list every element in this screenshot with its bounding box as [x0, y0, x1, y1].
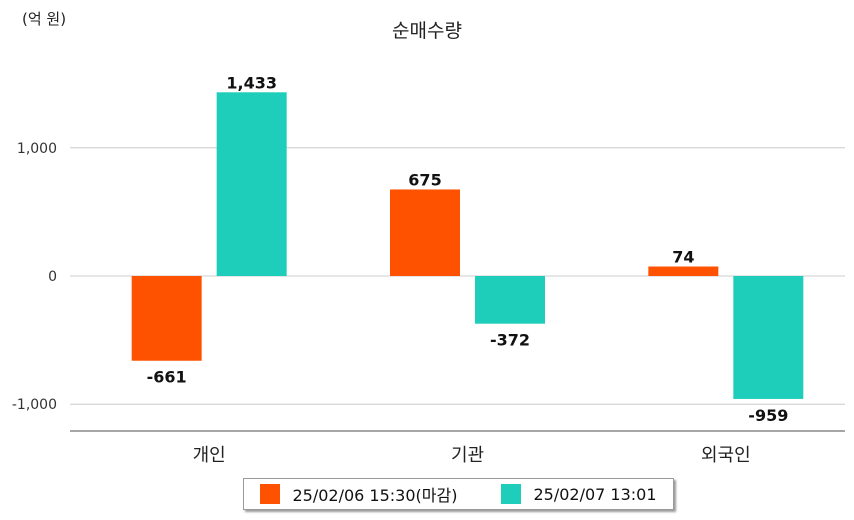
- legend-item-series-1[interactable]: 25/02/06 15:30(마감): [260, 482, 457, 506]
- data-label: 1,433: [226, 73, 277, 92]
- legend: 25/02/06 15:30(마감) 25/02/07 13:01: [243, 478, 674, 510]
- legend-label-series-2: 25/02/07 13:01: [533, 484, 657, 504]
- x-category-label: 개인: [193, 445, 226, 466]
- y-unit-label: (억 원): [22, 10, 67, 28]
- x-category-label: 외국인: [701, 445, 751, 466]
- data-label: -372: [490, 331, 530, 350]
- data-label: 675: [408, 170, 441, 189]
- bar: [131, 276, 202, 361]
- bar: [648, 266, 719, 276]
- y-tick-label: -1,000: [12, 397, 57, 413]
- legend-label-series-1: 25/02/06 15:30(마감): [292, 486, 458, 505]
- data-label: 74: [672, 248, 694, 267]
- legend-item-series-2[interactable]: 25/02/07 13:01: [501, 484, 657, 504]
- chart-title: 순매수량: [392, 20, 462, 42]
- legend-swatch-series-1: [260, 484, 281, 504]
- x-category-label: 기관: [451, 445, 484, 466]
- y-tick-label: 0: [48, 269, 57, 285]
- bar: [216, 92, 287, 276]
- bar: [475, 276, 545, 324]
- data-label: -959: [748, 406, 788, 425]
- data-label: -661: [147, 368, 187, 387]
- bar-chart: -1,000 0 1,000 개인 -661 1,433 기관 675 -372 외국인 74 -95…: [12, 73, 845, 466]
- bar: [733, 276, 804, 399]
- bar: [390, 189, 460, 276]
- legend-swatch-series-2: [501, 484, 522, 504]
- y-tick-label: 1,000: [17, 141, 57, 157]
